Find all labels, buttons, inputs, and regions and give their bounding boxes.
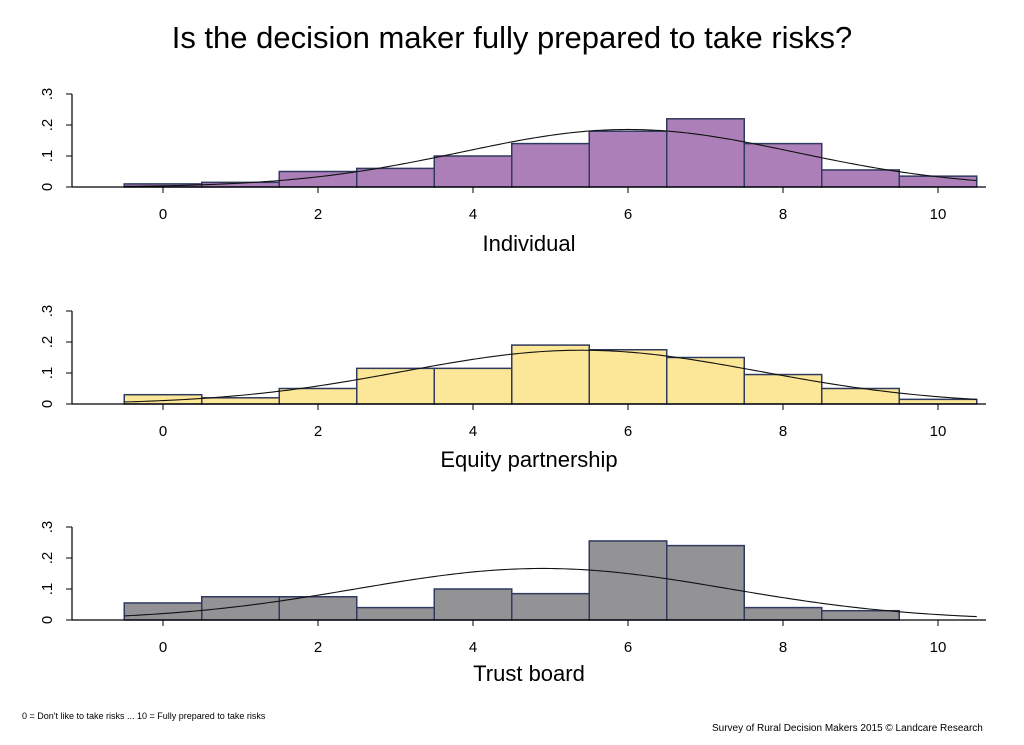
x-tick-label: 10 bbox=[930, 423, 947, 440]
histogram-bar bbox=[666, 544, 745, 621]
y-tick-label: .1 bbox=[39, 583, 56, 596]
histogram-bar bbox=[201, 397, 280, 405]
histogram-bar bbox=[356, 606, 435, 621]
histogram-bar bbox=[356, 367, 435, 405]
histogram-bar bbox=[201, 596, 280, 621]
scale-footnote: 0 = Don't like to take risks ... 10 = Fu… bbox=[22, 711, 266, 721]
panel-label: Equity partnership bbox=[440, 447, 617, 472]
source-credit: Survey of Rural Decision Makers 2015 © L… bbox=[712, 723, 983, 734]
y-tick-label: 0 bbox=[39, 400, 56, 408]
histogram-bar bbox=[278, 387, 358, 405]
x-tick-label: 6 bbox=[624, 423, 632, 440]
histogram-bar bbox=[356, 167, 435, 188]
x-tick-label: 0 bbox=[159, 206, 167, 223]
histogram-bar bbox=[588, 540, 668, 621]
y-tick-label: 0 bbox=[39, 616, 56, 624]
x-tick-label: 2 bbox=[314, 206, 322, 223]
y-tick-label: .2 bbox=[39, 552, 56, 565]
x-tick-label: 6 bbox=[624, 639, 632, 656]
x-tick-label: 4 bbox=[469, 423, 477, 440]
y-tick-label: .2 bbox=[39, 336, 56, 349]
x-tick-label: 8 bbox=[779, 639, 787, 656]
x-tick-label: 10 bbox=[930, 206, 947, 223]
x-tick-label: 4 bbox=[469, 639, 477, 656]
x-tick-label: 8 bbox=[779, 206, 787, 223]
histogram-bar bbox=[821, 169, 900, 188]
histogram-panel: 0 2 4 6 8 10 0 .1 .2 .3 Individual bbox=[39, 88, 986, 256]
x-tick-label: 6 bbox=[624, 206, 632, 223]
y-tick-label: .3 bbox=[39, 88, 56, 101]
histogram-panel: 0 2 4 6 8 10 0 .1 .2 .3 Equity partnership bbox=[39, 305, 986, 472]
y-tick-label: .3 bbox=[39, 305, 56, 318]
chart-title: Is the decision maker fully prepared to … bbox=[171, 20, 853, 55]
histogram-bar bbox=[511, 344, 590, 405]
panel-label: Trust board bbox=[473, 661, 585, 686]
histogram-bar bbox=[666, 356, 745, 405]
histogram-bar bbox=[588, 349, 668, 405]
y-tick-label: 0 bbox=[39, 183, 56, 191]
x-tick-label: 0 bbox=[159, 423, 167, 440]
histogram-bar bbox=[433, 155, 513, 188]
histogram-bar bbox=[898, 175, 978, 188]
density-curve bbox=[124, 349, 977, 403]
y-tick-label: .1 bbox=[39, 367, 56, 380]
x-tick-label: 8 bbox=[779, 423, 787, 440]
histogram-bar bbox=[588, 130, 668, 188]
histogram-bar bbox=[821, 387, 900, 405]
panel-label: Individual bbox=[483, 231, 576, 256]
histogram-bar bbox=[433, 588, 513, 621]
x-tick-label: 2 bbox=[314, 639, 322, 656]
histogram-bar bbox=[743, 373, 823, 405]
y-tick-label: .3 bbox=[39, 521, 56, 534]
histogram-bar bbox=[666, 118, 745, 188]
density-curve bbox=[124, 128, 977, 187]
histogram-bar bbox=[433, 367, 513, 405]
density-curve bbox=[124, 567, 977, 618]
x-tick-label: 2 bbox=[314, 423, 322, 440]
x-tick-label: 0 bbox=[159, 639, 167, 656]
histogram-bar bbox=[821, 609, 900, 621]
y-tick-label: .1 bbox=[39, 150, 56, 163]
histogram-bar bbox=[511, 142, 590, 188]
histogram-bar bbox=[743, 606, 823, 621]
histogram-bar bbox=[898, 398, 978, 405]
x-tick-label: 10 bbox=[930, 639, 947, 656]
histogram-bar bbox=[278, 596, 358, 621]
histogram-panel: 0 2 4 6 8 10 0 .1 .2 .3 Trust board bbox=[39, 521, 986, 686]
histogram-bar bbox=[511, 592, 590, 621]
x-tick-label: 4 bbox=[469, 206, 477, 223]
y-tick-label: .2 bbox=[39, 119, 56, 132]
